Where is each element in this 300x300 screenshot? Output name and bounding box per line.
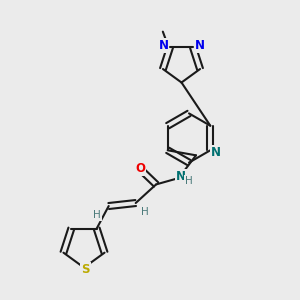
Text: H: H [185,176,193,186]
Text: N: N [158,39,168,52]
Text: N: N [211,146,221,159]
Text: S: S [81,262,90,276]
Text: O: O [135,162,145,175]
Text: N: N [176,170,186,183]
Text: H: H [141,207,149,217]
Text: H: H [93,210,101,220]
Text: N: N [195,39,205,52]
